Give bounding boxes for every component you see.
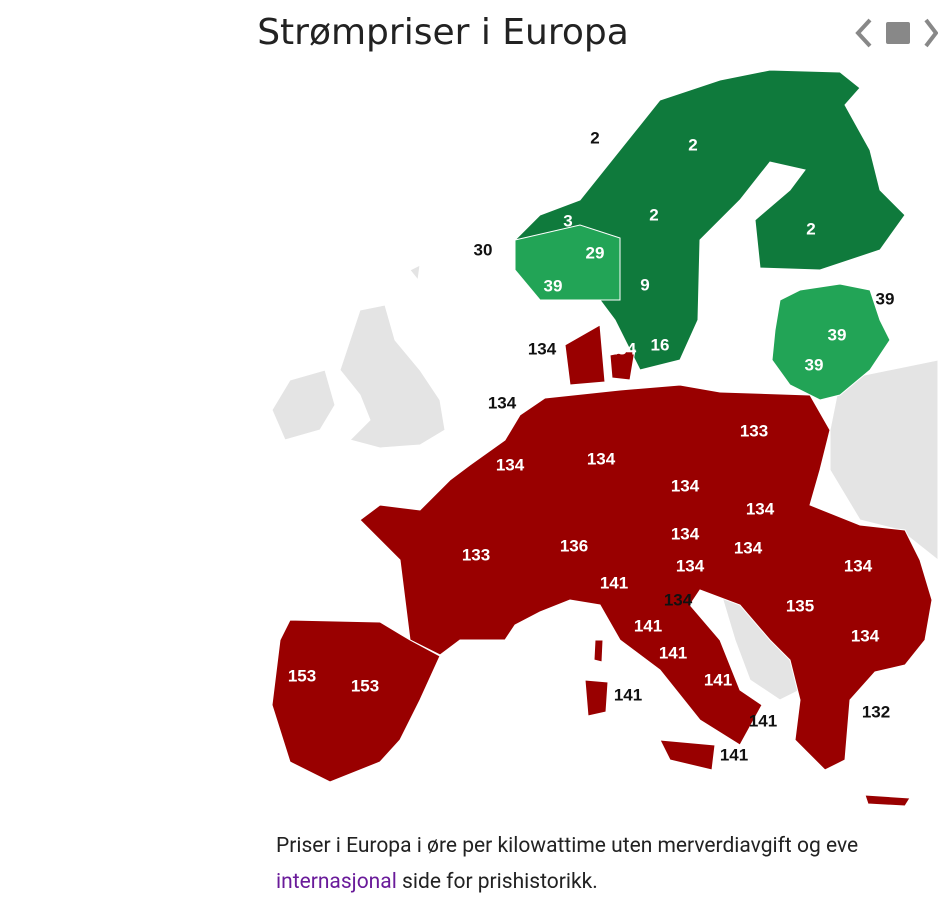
- price-label: 134: [734, 538, 763, 557]
- price-label: 141: [720, 745, 748, 764]
- price-label: 39: [828, 325, 847, 344]
- green-countries: [514, 69, 906, 401]
- history-link[interactable]: internasjonal: [276, 870, 397, 894]
- price-label: 2: [806, 219, 815, 238]
- price-label: 16: [651, 335, 670, 354]
- price-label: 141: [614, 685, 642, 704]
- price-label: 39: [805, 355, 824, 374]
- price-label: 134: [664, 590, 693, 609]
- price-label: 134: [851, 626, 880, 645]
- price-label: 133: [740, 421, 768, 440]
- price-label: 153: [351, 676, 379, 695]
- price-label: 39: [876, 289, 895, 308]
- title: Strømpriser i Europa: [257, 12, 629, 53]
- price-label: 134: [746, 499, 775, 518]
- prev-button[interactable]: [855, 18, 872, 48]
- price-label: 2: [688, 135, 697, 154]
- grey-countries: [271, 264, 938, 701]
- price-label: 39: [544, 276, 563, 295]
- price-label: 29: [586, 243, 605, 262]
- price-label: 135: [786, 596, 814, 615]
- price-label: 141: [704, 670, 732, 689]
- price-label: 2: [590, 128, 599, 147]
- price-label: 133: [462, 545, 490, 564]
- caption-text: Priser i Europa i øre per kilowattime ut…: [276, 834, 859, 858]
- price-label: 134: [676, 556, 705, 575]
- price-label: 153: [288, 666, 316, 685]
- next-button[interactable]: [924, 18, 938, 48]
- caption-after: side for prishistorikk.: [402, 870, 598, 894]
- price-label: 134: [671, 476, 700, 495]
- price-label: 9: [640, 275, 649, 294]
- price-label: 134: [844, 556, 873, 575]
- price-label: 134: [671, 524, 700, 543]
- price-label: 3: [563, 211, 572, 230]
- price-label: 132: [862, 702, 890, 721]
- price-label: 2: [649, 205, 658, 224]
- price-label: 136: [560, 536, 588, 555]
- price-label: 141: [749, 711, 777, 730]
- price-label: 134: [528, 339, 557, 358]
- calendar-button[interactable]: [886, 22, 910, 44]
- price-label: 141: [659, 643, 687, 662]
- caption: Priser i Europa i øre per kilowattime ut…: [276, 828, 938, 900]
- price-label: 134: [488, 393, 517, 412]
- price-label: 134: [587, 449, 616, 468]
- nav-icons: [855, 18, 938, 48]
- red-countries: [271, 324, 933, 807]
- price-label: 30: [474, 240, 493, 259]
- price-label: 141: [634, 616, 662, 635]
- price-label: 134: [496, 455, 525, 474]
- price-label: 134: [608, 339, 637, 358]
- price-label: 141: [600, 573, 628, 592]
